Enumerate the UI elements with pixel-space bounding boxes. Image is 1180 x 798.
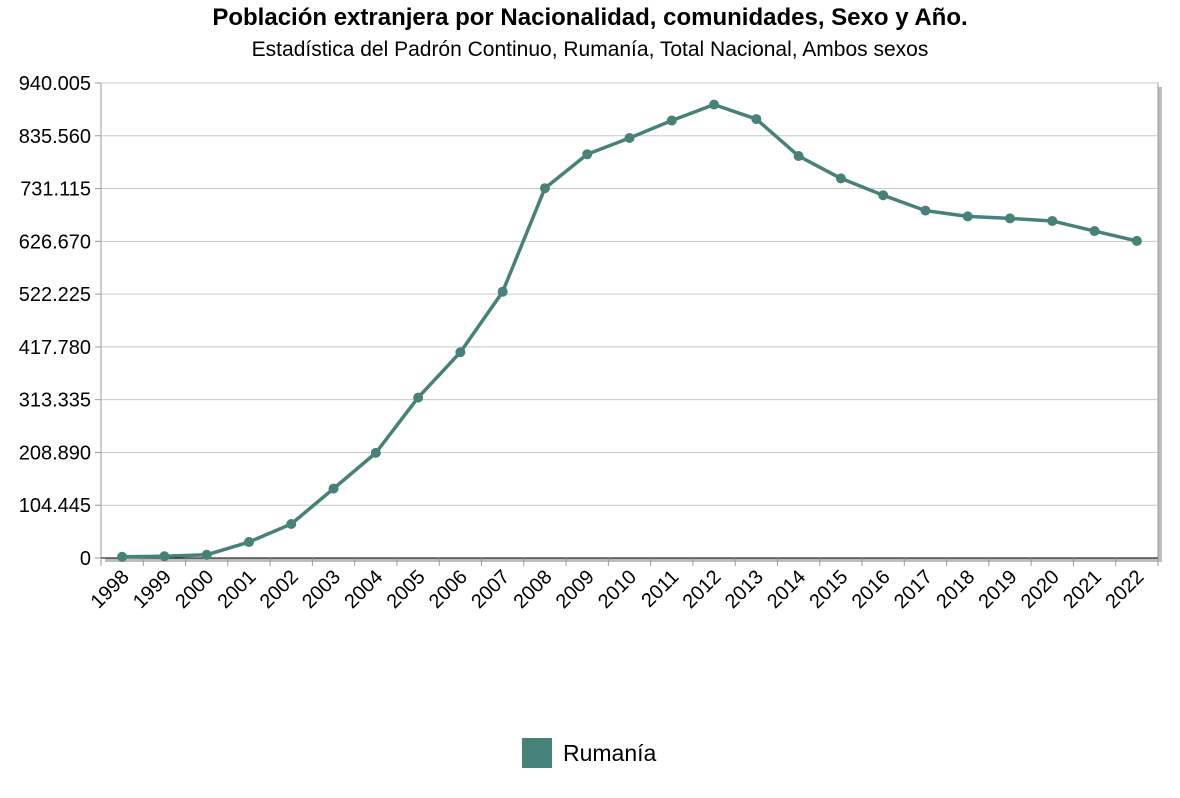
data-point	[413, 392, 424, 403]
data-point	[286, 518, 297, 529]
x-tick-label: 2021	[1059, 566, 1106, 613]
data-point	[117, 551, 128, 562]
x-tick-label: 2019	[975, 566, 1022, 613]
data-point	[201, 549, 212, 560]
data-point	[370, 447, 381, 458]
y-tick-label: 731.115	[20, 179, 91, 201]
chart-title: Población extranjera por Nacionalidad, c…	[212, 4, 968, 31]
legend: Rumanía	[522, 738, 656, 768]
x-tick-label: 1999	[129, 566, 176, 613]
x-tick-label: 2018	[932, 566, 979, 613]
x-tick-label: 2012	[679, 566, 726, 613]
data-point	[1089, 226, 1100, 237]
x-tick-label: 2004	[340, 566, 387, 613]
data-point	[582, 149, 593, 160]
x-tick-label: 2007	[467, 566, 514, 613]
x-tick-label: 2022	[1101, 566, 1148, 613]
data-point	[962, 211, 973, 222]
x-tick-label: 2013	[721, 566, 768, 613]
x-tick-label: 2002	[256, 566, 303, 613]
x-tick-label: 2020	[1017, 566, 1064, 613]
y-tick-label: 0	[80, 548, 91, 570]
data-point	[159, 551, 170, 562]
x-tick-label: 2010	[594, 566, 641, 613]
data-point	[1005, 213, 1016, 224]
data-point	[835, 173, 846, 184]
data-point	[878, 190, 889, 201]
x-tick-label: 2008	[509, 566, 556, 613]
y-tick-label: 522.225	[19, 284, 91, 306]
x-tick-label: 2011	[637, 566, 683, 612]
data-point	[751, 114, 762, 125]
data-point	[243, 537, 254, 548]
data-point	[539, 183, 550, 194]
x-tick-label: 2017	[890, 566, 937, 613]
data-point	[624, 132, 635, 143]
plot-area	[100, 82, 1159, 559]
x-tick-label: 2009	[552, 566, 599, 613]
x-tick-label: 2005	[383, 566, 430, 613]
data-point	[1047, 215, 1058, 226]
x-tick-label: 2014	[763, 566, 810, 613]
data-point	[920, 205, 931, 216]
data-point	[666, 115, 677, 126]
x-tick-label: 2015	[805, 566, 852, 613]
x-tick-label: 2006	[425, 566, 472, 613]
data-point	[328, 483, 339, 494]
y-tick-label: 417.780	[19, 337, 91, 359]
data-point	[455, 347, 466, 358]
data-point	[793, 151, 804, 162]
legend-label: Rumanía	[563, 739, 657, 766]
legend-swatch	[522, 738, 552, 768]
chart-subtitle: Estadística del Padrón Continuo, Rumanía…	[251, 38, 929, 61]
y-tick-label: 940.005	[19, 73, 91, 95]
y-tick-label: 208.890	[19, 442, 91, 464]
y-tick-label: 626.670	[19, 231, 91, 253]
x-tick-label: 2003	[298, 566, 345, 613]
x-tick-label: 2001	[213, 566, 260, 613]
y-tick-label: 104.445	[19, 495, 91, 517]
x-tick-label: 2016	[848, 566, 895, 613]
y-tick-label: 313.335	[19, 390, 91, 412]
data-point	[1131, 235, 1142, 246]
x-tick-label: 2000	[171, 566, 218, 613]
y-tick-label: 835.560	[19, 126, 91, 148]
data-point	[497, 286, 508, 297]
x-tick-label: 1998	[87, 566, 134, 613]
data-point	[709, 99, 720, 110]
